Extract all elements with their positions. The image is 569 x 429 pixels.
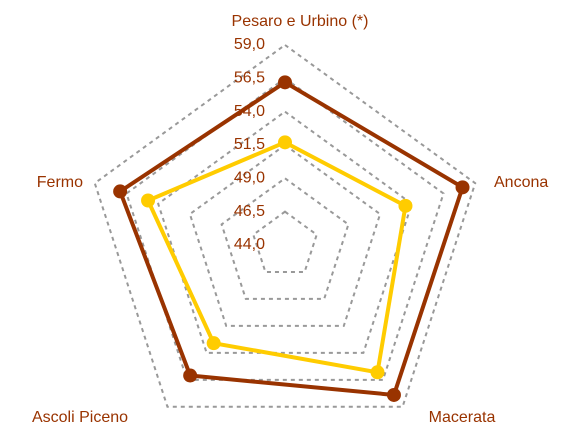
grid-line — [125, 77, 445, 381]
category-label: Ancona — [494, 174, 548, 191]
y-tick-label: 54,0 — [234, 103, 265, 120]
category-label: Pesaro e Urbino (*) — [232, 13, 369, 30]
grid-line — [252, 210, 318, 273]
y-tick-label: 56,5 — [234, 70, 265, 87]
category-label: Macerata — [429, 409, 496, 426]
y-tick-label: 51,5 — [234, 136, 265, 153]
data-point — [278, 135, 292, 150]
data-point — [183, 368, 198, 383]
series-line — [145, 140, 408, 375]
data-point — [206, 336, 221, 351]
grid-line — [220, 177, 350, 300]
category-label: Ascoli Piceno — [32, 409, 128, 426]
data-point — [141, 193, 156, 208]
data-point — [370, 365, 385, 380]
grid-line — [93, 43, 477, 408]
y-tick-label: 46,5 — [234, 203, 265, 220]
grid-line — [157, 110, 413, 354]
series-line — [117, 79, 465, 398]
y-tick-label: 59,0 — [234, 36, 265, 53]
y-tick-label: 49,0 — [234, 170, 265, 187]
data-point — [386, 387, 401, 402]
y-tick-label: 44,0 — [234, 236, 265, 253]
data-point — [398, 198, 413, 213]
category-label: Fermo — [37, 174, 83, 191]
data-point — [455, 180, 470, 195]
grid-line — [188, 143, 382, 327]
data-point — [278, 75, 292, 90]
data-point — [113, 184, 128, 199]
